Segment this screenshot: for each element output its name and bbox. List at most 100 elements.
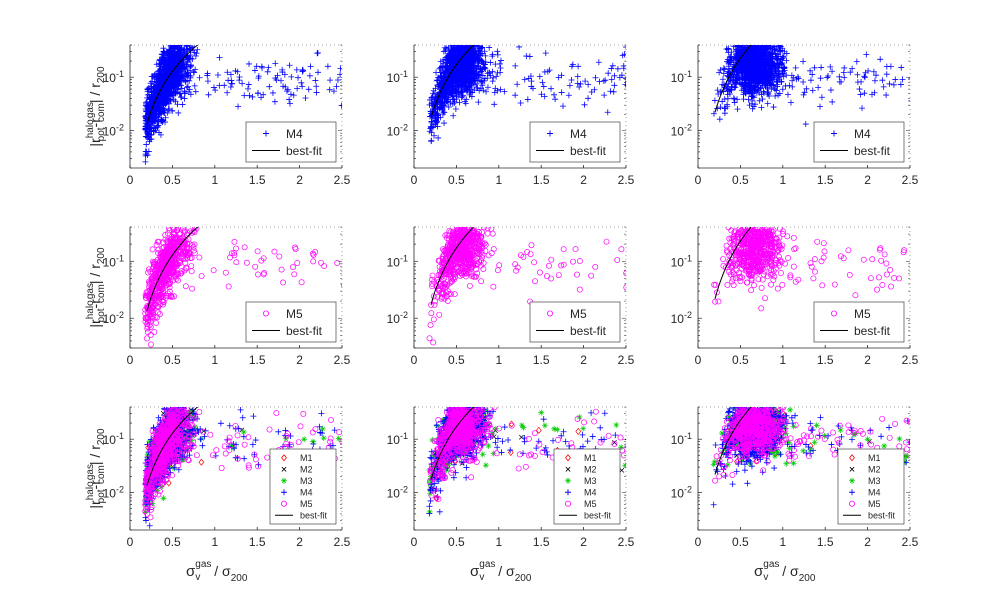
data-point <box>928 84 934 90</box>
x-tick-label: 1.5 <box>249 353 266 367</box>
data-point <box>286 96 293 103</box>
data-point <box>156 283 163 290</box>
data-point <box>282 83 289 90</box>
data-point <box>782 82 789 89</box>
data-point <box>601 92 608 99</box>
data-point <box>458 87 465 94</box>
data-point <box>497 86 504 93</box>
data-point <box>170 78 177 85</box>
data-point <box>491 89 498 96</box>
data-point <box>555 74 562 81</box>
data-point <box>152 111 159 118</box>
data-point <box>538 91 545 98</box>
data-point <box>196 254 203 261</box>
data-point <box>144 335 150 342</box>
data-point <box>457 65 464 72</box>
data-point <box>175 66 182 73</box>
data-point <box>789 77 796 84</box>
data-point <box>429 94 436 101</box>
legend-label: best-fit <box>570 144 607 158</box>
data-point <box>315 69 322 76</box>
data-point <box>450 71 457 78</box>
data-point <box>224 89 231 96</box>
data-point <box>825 73 832 80</box>
data-point <box>742 76 749 83</box>
data-point <box>437 96 444 103</box>
data-point <box>190 244 197 251</box>
data-point <box>145 85 152 92</box>
data-point <box>492 61 499 68</box>
data-point <box>487 59 494 66</box>
data-point <box>877 56 884 63</box>
data-point <box>721 96 728 103</box>
data-point <box>143 133 150 140</box>
data-point <box>276 253 283 260</box>
data-point <box>536 73 543 80</box>
data-point <box>273 76 280 83</box>
data-point <box>143 121 150 128</box>
data-point <box>144 152 151 159</box>
data-point <box>757 85 764 92</box>
data-point <box>829 68 836 75</box>
data-point <box>827 63 834 70</box>
data-point <box>781 65 788 72</box>
data-point <box>212 87 219 94</box>
data-point <box>155 122 162 129</box>
data-point <box>187 51 194 58</box>
data-point <box>921 78 927 84</box>
data-point <box>146 96 153 103</box>
data-point <box>717 104 724 111</box>
data-point <box>426 128 433 135</box>
x-tick-label: 2.5 <box>334 173 351 187</box>
data-point <box>847 69 854 76</box>
data-point <box>757 45 764 49</box>
legend-box <box>529 121 621 163</box>
data-point <box>187 91 194 98</box>
data-point <box>525 75 532 82</box>
legend-label: M4 <box>854 127 871 141</box>
data-point <box>887 63 894 70</box>
data-point <box>870 68 877 75</box>
data-point <box>343 86 349 92</box>
data-point <box>175 109 182 116</box>
data-point <box>501 88 508 95</box>
data-point <box>450 112 457 119</box>
data-point <box>625 79 626 81</box>
x-tick-label: 1.5 <box>249 173 266 187</box>
data-point <box>636 68 642 74</box>
data-point <box>153 85 160 92</box>
data-point <box>192 66 199 73</box>
data-point <box>236 77 243 84</box>
data-point <box>711 97 718 104</box>
data-point <box>778 78 785 85</box>
data-point <box>147 332 154 338</box>
best-fit-curve <box>146 45 199 124</box>
data-point <box>183 45 190 49</box>
data-point <box>258 94 265 101</box>
data-point <box>724 46 731 53</box>
data-point <box>433 118 440 125</box>
data-point <box>724 91 731 98</box>
data-point <box>258 63 265 70</box>
data-point <box>625 72 626 74</box>
data-point <box>468 78 475 85</box>
data-point <box>441 74 448 81</box>
data-point <box>429 90 436 97</box>
data-point <box>800 91 807 98</box>
data-point <box>761 45 768 50</box>
series-m4 <box>426 45 642 145</box>
data-point <box>152 108 158 115</box>
data-point <box>462 45 469 52</box>
data-point <box>168 51 175 58</box>
data-point <box>719 76 726 83</box>
data-point <box>158 97 165 104</box>
data-point <box>486 45 493 51</box>
data-point <box>449 87 456 94</box>
data-point <box>300 67 307 74</box>
data-point <box>581 101 588 108</box>
data-point <box>794 73 801 80</box>
data-point <box>193 227 200 232</box>
data-point <box>345 272 350 277</box>
